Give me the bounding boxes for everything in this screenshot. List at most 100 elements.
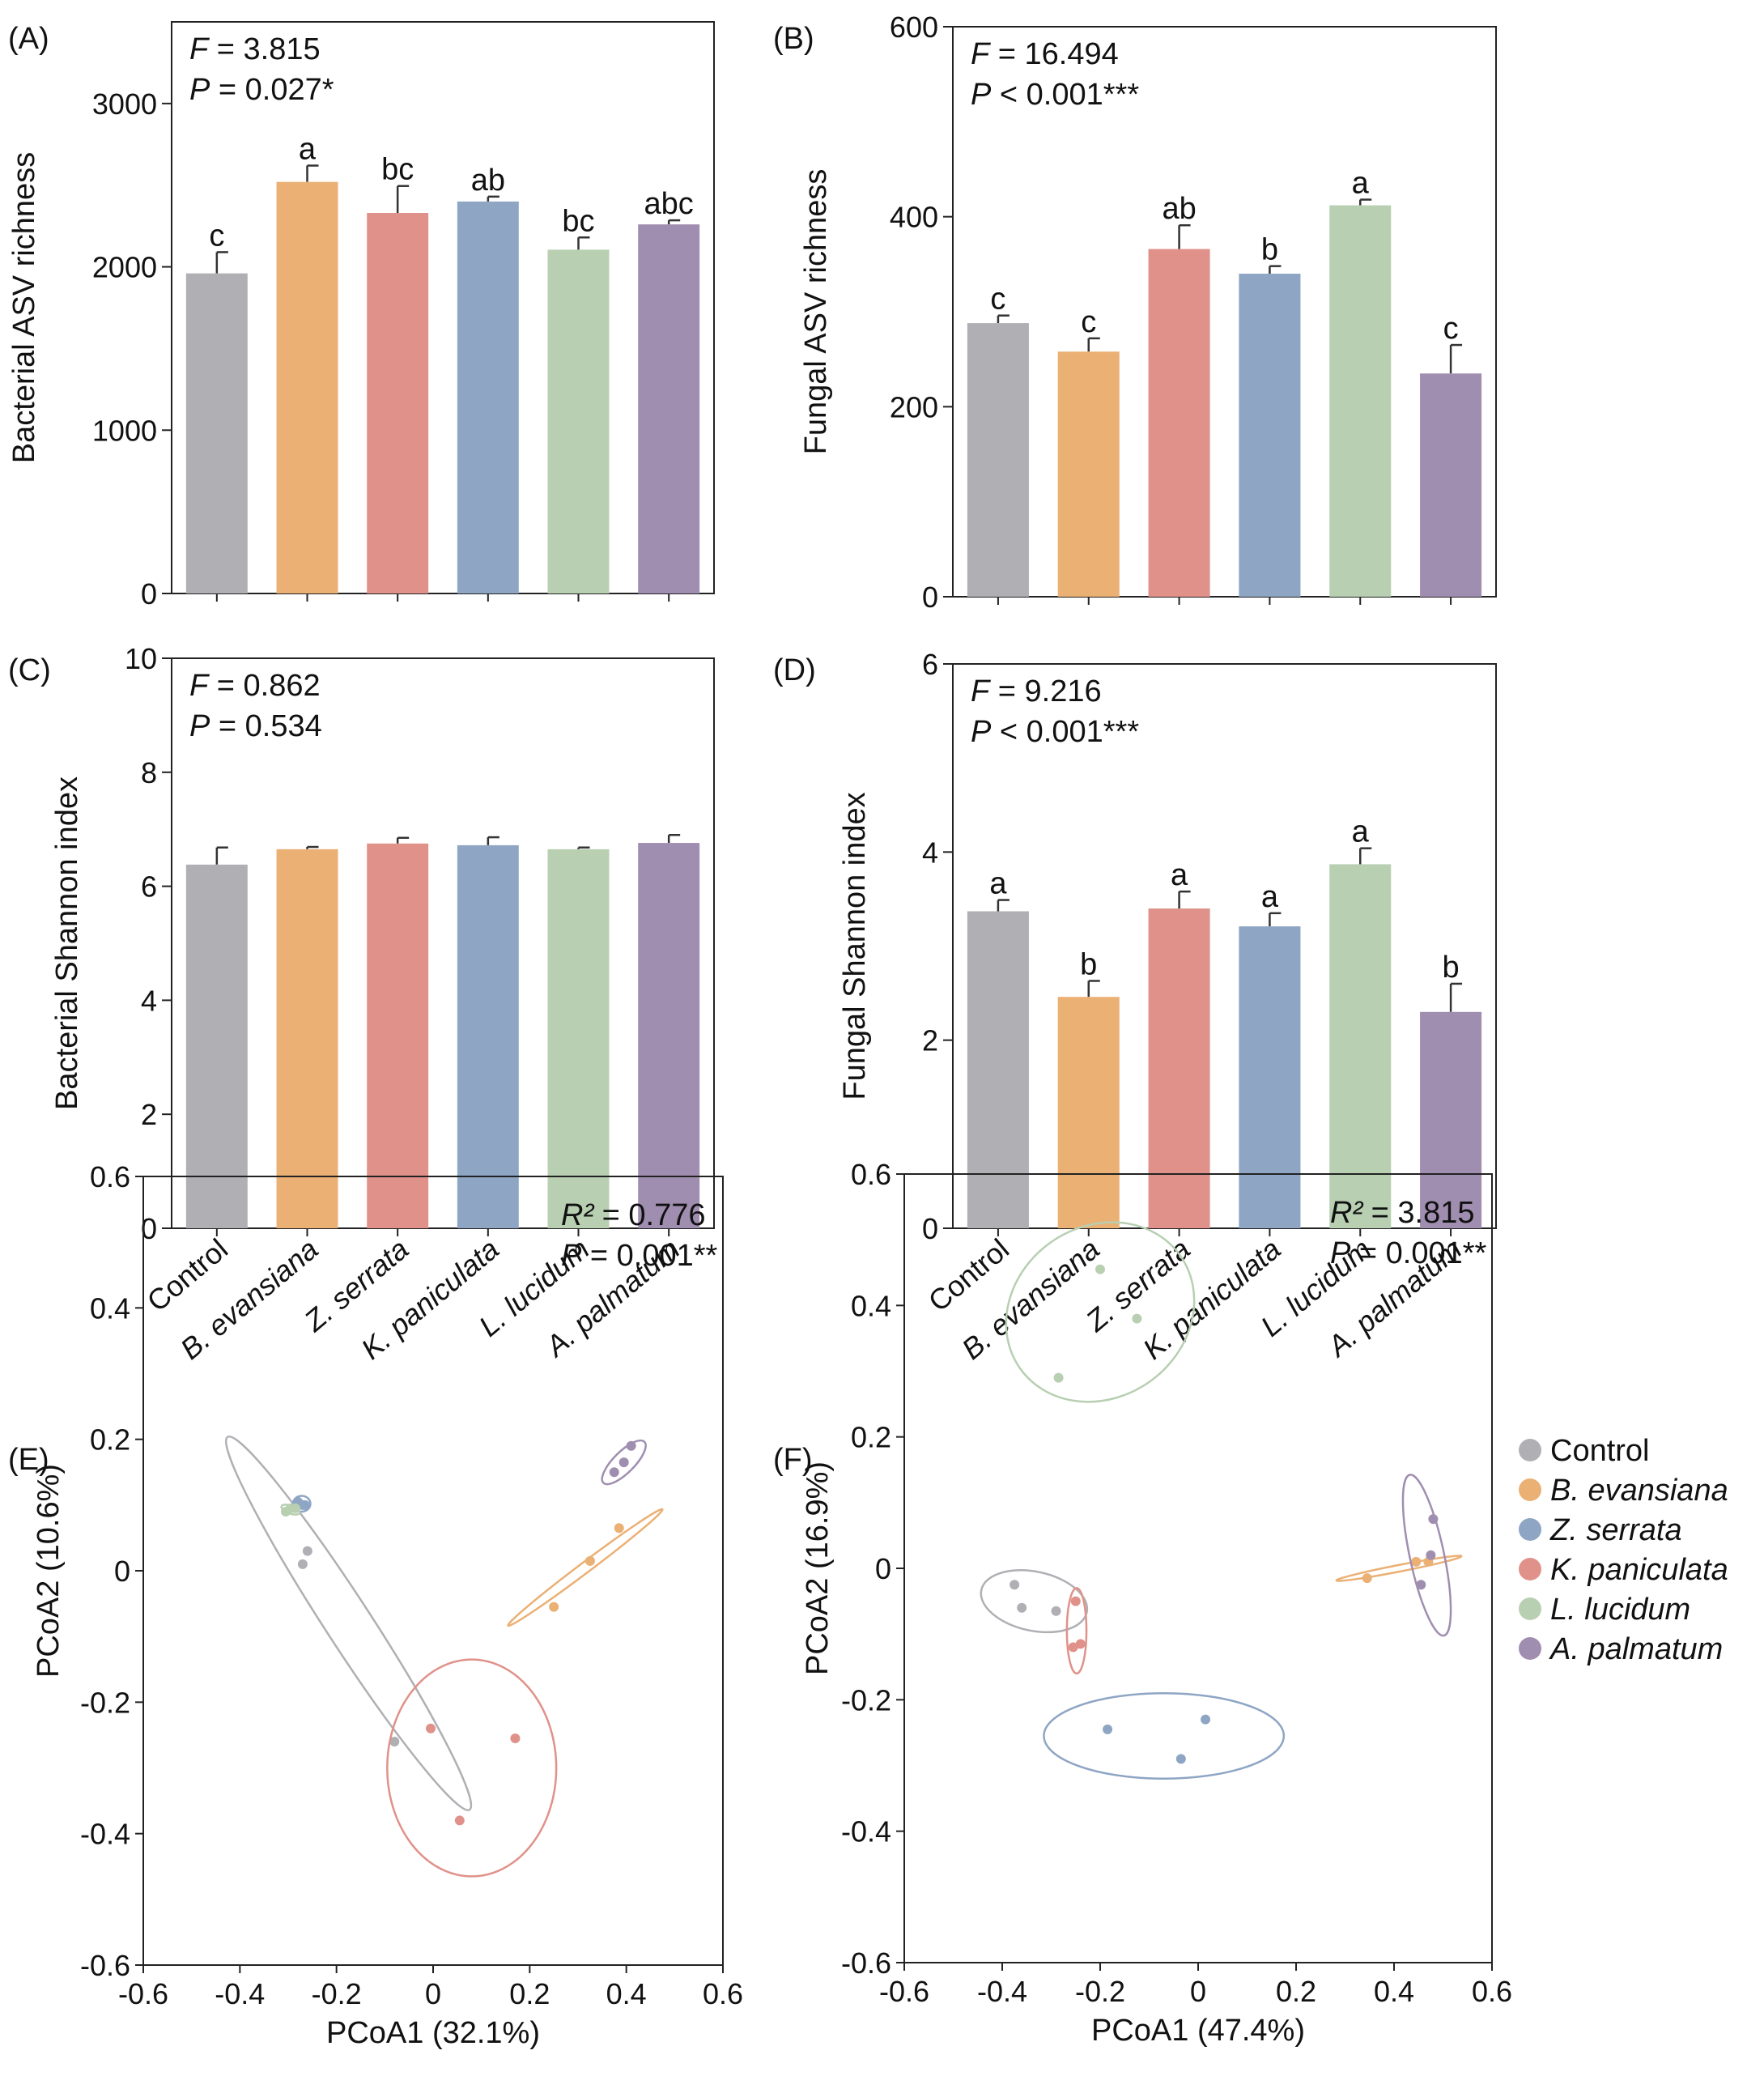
sample-point: [1095, 1264, 1105, 1274]
y-tick-label: 6: [141, 870, 157, 904]
legend-swatch: [1519, 1597, 1541, 1620]
y-tick-label: 0.6: [851, 1158, 891, 1191]
sample-point: [300, 1500, 310, 1510]
confidence-ellipse: [291, 1495, 312, 1513]
stat-p: P = 0.001**: [1330, 1236, 1487, 1270]
bar-k-paniculata: [457, 844, 519, 1228]
x-axis-label: PCoA1 (47.4%): [1091, 2014, 1305, 2048]
legend-label: K. paniculata: [1550, 1553, 1728, 1587]
bar-b-evansiana: [1057, 997, 1120, 1228]
x-tick-label: 0: [1190, 1975, 1206, 2008]
x-tick-label: 0.4: [606, 1977, 647, 2010]
significance-letter: a: [1171, 858, 1188, 892]
bar-b-evansiana: [276, 181, 338, 593]
legend-swatch: [1519, 1637, 1541, 1660]
sample-point: [1053, 1372, 1064, 1383]
x-tick-label: 0.2: [509, 1977, 550, 2010]
confidence-ellipse: [1335, 1555, 1463, 1582]
y-axis-label: Bacterial ASV richness: [7, 152, 41, 463]
y-tick-label: 400: [890, 201, 938, 234]
legend-label: B. evansiana: [1550, 1474, 1728, 1508]
x-tick-label: -0.4: [215, 1977, 265, 2010]
bar-z-serrata: [1148, 249, 1210, 597]
bar-l-lucidum: [1329, 205, 1392, 597]
significance-letter: b: [1261, 233, 1278, 267]
legend-label: Z. serrata: [1549, 1513, 1682, 1547]
bar-control: [967, 323, 1029, 597]
x-axis-label: PCoA1 (32.1%): [326, 2016, 540, 2050]
sample-point: [1068, 1642, 1078, 1653]
y-tick-label: 0.2: [90, 1423, 130, 1457]
legend-item-a-palmatum: A. palmatum: [1519, 1632, 1723, 1666]
bar-control: [185, 864, 248, 1228]
sample-point: [584, 1555, 595, 1566]
bar-a-palmatum: [1420, 1011, 1482, 1228]
x-tick-label: 0.4: [1374, 1975, 1414, 2008]
sample-point: [454, 1815, 465, 1826]
legend-item-z-serrata: Z. serrata: [1519, 1513, 1682, 1547]
sample-point: [302, 1546, 312, 1556]
panel-label: (C): [8, 653, 51, 687]
pcoa-panel-f: (F) -0.6 -0.4 -0.2 0 0.2 0.4 0.6 -0.6 -0.4 -0.2 0 0.…: [773, 1158, 1512, 2048]
legend-label: Control: [1550, 1434, 1650, 1468]
y-tick-label: 0: [141, 1212, 157, 1245]
sample-point: [510, 1733, 521, 1743]
sample-point: [1426, 1550, 1436, 1560]
panel-label: (D): [773, 653, 816, 687]
sample-point: [297, 1559, 308, 1569]
significance-letter: c: [209, 219, 224, 253]
y-tick-label: 1000: [92, 414, 157, 447]
y-tick-label: 10: [125, 642, 157, 675]
sample-point: [626, 1440, 636, 1451]
x-tick-label: -0.4: [977, 1975, 1027, 2008]
stat-p: P < 0.001***: [971, 78, 1139, 112]
y-tick-label: 2: [922, 1024, 938, 1057]
stat-f: F = 0.862: [189, 669, 321, 703]
y-tick-label: -0.4: [80, 1818, 130, 1851]
y-tick-label: 0.2: [851, 1421, 891, 1454]
pcoa-panel-e: (E) -0.6 -0.4 -0.2 0 0.2 0.4 0.6 -0.6 -0.4 -0.2 0 0.…: [8, 1160, 743, 2050]
bar-panel-a: (A) 0 1000 2000 3000 Bacterial ASV richness c a…: [7, 21, 715, 610]
bar-l-lucidum: [1329, 864, 1392, 1228]
bar-control: [967, 911, 1029, 1228]
bar-a-palmatum: [638, 843, 700, 1228]
sample-point: [426, 1723, 436, 1734]
stat-f: F = 9.216: [971, 674, 1102, 708]
bar-l-lucidum: [547, 849, 610, 1228]
y-tick-label: 0: [141, 577, 157, 610]
y-tick-label: -0.6: [80, 1949, 130, 1982]
y-tick-label: -0.2: [80, 1686, 130, 1719]
sample-point: [1416, 1580, 1426, 1590]
stat-f: F = 3.815: [189, 32, 321, 66]
sample-point: [1103, 1724, 1113, 1734]
y-tick-label: 600: [890, 11, 938, 44]
bar-k-paniculata: [1239, 274, 1301, 597]
legend-swatch: [1519, 1439, 1541, 1461]
y-axis-label: Fungal Shannon index: [838, 792, 872, 1100]
bar-z-serrata: [367, 843, 429, 1228]
legend-item-control: Control: [1519, 1434, 1650, 1468]
bar-k-paniculata: [457, 201, 519, 593]
confidence-ellipse: [386, 1658, 558, 1878]
bar-z-serrata: [367, 213, 429, 593]
legend-swatch: [1519, 1558, 1541, 1580]
axes-frame: [952, 26, 1497, 598]
bar-k-paniculata: [1239, 926, 1301, 1228]
significance-letter: b: [1443, 951, 1460, 985]
sample-point: [1411, 1556, 1422, 1567]
axes-frame: [171, 21, 715, 594]
sample-point: [290, 1503, 300, 1513]
axes-frame: [952, 663, 1497, 1229]
bar-z-serrata: [1148, 908, 1210, 1228]
y-tick-label: 2000: [92, 251, 157, 284]
sample-point: [1051, 1606, 1061, 1616]
stat-r2: R² = 3.815: [1330, 1196, 1475, 1230]
sample-point: [1362, 1573, 1372, 1584]
significance-letter: a: [299, 133, 317, 167]
significance-letter: bc: [381, 153, 414, 187]
bar-control: [185, 273, 248, 593]
sample-point: [609, 1467, 619, 1478]
sample-point: [614, 1523, 624, 1534]
y-axis-label: PCoA2 (16.9%): [801, 1461, 835, 1675]
